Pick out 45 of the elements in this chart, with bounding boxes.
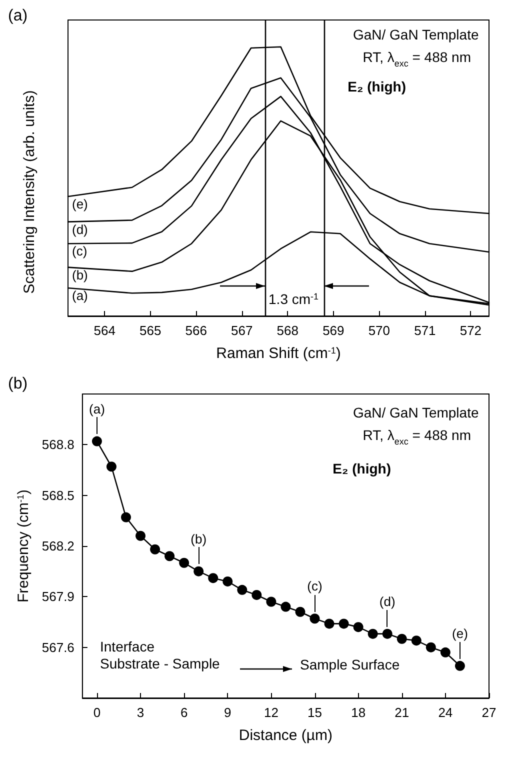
annotation: Interface Substrate - Sample bbox=[100, 638, 220, 672]
x-tick-label: 9 bbox=[224, 705, 232, 720]
annotation: E₂ (high) bbox=[348, 78, 406, 94]
y-tick-label: 568.5 bbox=[42, 488, 74, 503]
x-tick-label: 566 bbox=[185, 323, 207, 338]
series-label: (b) bbox=[72, 267, 88, 282]
y-tick-label: 568.2 bbox=[42, 538, 74, 554]
x-tick-label: 0 bbox=[93, 705, 101, 720]
x-axis-title: Distance (µm) bbox=[238, 727, 333, 744]
x-tick-label: 6 bbox=[180, 705, 188, 720]
x-tick-label: 27 bbox=[482, 705, 496, 720]
x-tick-label: 571 bbox=[414, 323, 436, 338]
y-axis-title: Frequency (cm-1) bbox=[15, 489, 32, 603]
y-tick-label: 568.8 bbox=[42, 437, 74, 452]
x-tick-label: 15 bbox=[308, 705, 322, 720]
annotation: (d) bbox=[379, 594, 396, 609]
x-tick-label: 24 bbox=[438, 705, 453, 720]
annotation: E₂ (high) bbox=[332, 460, 392, 476]
x-tick-label: 567 bbox=[231, 323, 253, 338]
chart-title: (b) bbox=[8, 376, 28, 392]
x-tick-label: 568 bbox=[276, 323, 299, 338]
x-tick-label: 3 bbox=[136, 705, 144, 720]
y-tick-label: 567.6 bbox=[42, 640, 74, 655]
annotation: GaN/ GaN Template bbox=[352, 404, 479, 420]
text: GaN/ GaN Template bbox=[352, 26, 479, 42]
annotation: (e) bbox=[452, 626, 468, 641]
x-tick-label: 565 bbox=[140, 323, 162, 338]
series-label: (a) bbox=[72, 288, 88, 304]
x-tick-label: 572 bbox=[460, 323, 482, 338]
series-label: (d) bbox=[72, 222, 88, 237]
y-tick-label: 567.9 bbox=[42, 589, 74, 604]
series-label: (c) bbox=[72, 244, 88, 259]
x-tick-label: 12 bbox=[264, 705, 278, 720]
x-tick-label: 570 bbox=[368, 323, 390, 338]
series-label: (e) bbox=[72, 196, 88, 212]
x-tick-label: 564 bbox=[94, 323, 116, 338]
annotation: (b) bbox=[190, 531, 207, 546]
x-tick-label: 569 bbox=[322, 323, 344, 338]
chart-title: (a) bbox=[8, 8, 28, 24]
x-tick-label: 18 bbox=[351, 705, 366, 720]
x-tick-label: 21 bbox=[394, 705, 410, 720]
annotation: (c) bbox=[307, 578, 322, 594]
annotation: Sample Surface bbox=[300, 656, 400, 672]
annotation: (a) bbox=[89, 401, 105, 416]
y-axis-title: Scattering Intensity (arb. units) bbox=[21, 90, 38, 294]
